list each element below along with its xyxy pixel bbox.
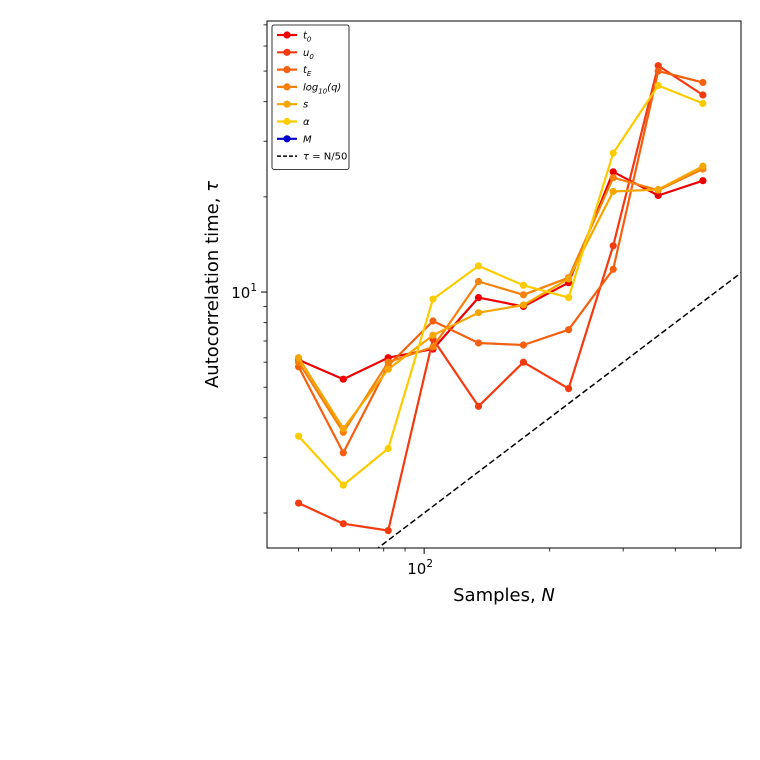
series-point bbox=[295, 432, 303, 440]
legend-label: M bbox=[303, 134, 312, 145]
legend-swatch-marker bbox=[283, 100, 291, 108]
series-point bbox=[384, 527, 392, 535]
axes-frame bbox=[266, 20, 742, 549]
series-point bbox=[565, 294, 573, 302]
series-point bbox=[609, 174, 617, 182]
legend-label: t0 bbox=[303, 31, 312, 44]
series-point bbox=[339, 375, 347, 383]
legend-label: α bbox=[303, 117, 310, 128]
series-point bbox=[609, 242, 617, 250]
legend-label: s bbox=[303, 100, 308, 111]
series-line-1 bbox=[298, 64, 704, 532]
series-point bbox=[654, 185, 662, 194]
series-point bbox=[474, 402, 483, 410]
series-line-2 bbox=[297, 69, 704, 454]
series-point bbox=[474, 339, 483, 347]
legend-label: u0 bbox=[303, 48, 314, 61]
legend-swatch-marker bbox=[283, 66, 291, 74]
series-point bbox=[519, 291, 528, 299]
series-point bbox=[384, 358, 392, 366]
series-point bbox=[699, 177, 707, 185]
series-point bbox=[609, 187, 617, 196]
series-point bbox=[654, 62, 662, 70]
series-point bbox=[565, 275, 573, 283]
series-point bbox=[339, 481, 347, 489]
series-point bbox=[384, 365, 392, 373]
reference-line-layer bbox=[376, 272, 741, 548]
series-point bbox=[474, 262, 483, 270]
series-point bbox=[519, 301, 528, 309]
series-line-5 bbox=[297, 84, 704, 487]
series-point bbox=[565, 385, 573, 393]
series-point bbox=[519, 341, 528, 349]
series-point bbox=[654, 191, 662, 200]
series-point bbox=[429, 317, 437, 325]
series-point bbox=[654, 81, 662, 90]
series-point bbox=[519, 358, 528, 366]
series-point bbox=[474, 294, 483, 302]
series-point bbox=[699, 162, 707, 170]
series-point bbox=[474, 309, 483, 317]
series-point bbox=[474, 277, 483, 286]
series-point bbox=[654, 67, 662, 75]
y-axis-label: Autocorrelation time, τ bbox=[202, 181, 223, 388]
legend-label: log10(q) bbox=[303, 82, 341, 95]
series-point bbox=[384, 444, 392, 453]
series-point bbox=[699, 78, 707, 87]
x-axis-label: Samples, N bbox=[453, 585, 555, 606]
y-tick-exp: 1 bbox=[250, 282, 257, 294]
series-line-3 bbox=[297, 168, 704, 434]
y-tick-label: 101 bbox=[231, 282, 257, 302]
series-point bbox=[295, 354, 303, 362]
x-tick-base: 10 bbox=[407, 560, 426, 578]
legend-swatch-marker bbox=[283, 48, 291, 56]
series-point bbox=[339, 520, 347, 528]
series-point bbox=[609, 265, 617, 273]
series-point bbox=[699, 99, 707, 107]
series-line-4 bbox=[297, 165, 704, 430]
legend-label-reference: τ = N/50 bbox=[303, 152, 347, 163]
series-point bbox=[429, 295, 437, 303]
x-tick-label: 102 bbox=[407, 558, 433, 578]
series-point bbox=[295, 499, 303, 507]
legend-swatch-marker bbox=[283, 31, 291, 39]
series-point bbox=[339, 424, 347, 433]
legend-swatch-marker bbox=[283, 135, 291, 143]
series-point bbox=[609, 168, 617, 176]
series-point bbox=[429, 343, 437, 351]
y-tick-base: 10 bbox=[231, 284, 250, 302]
series-layer bbox=[295, 62, 707, 535]
legend-label: tE bbox=[303, 65, 312, 78]
legend-swatch-marker bbox=[283, 117, 291, 126]
legend-swatch-marker bbox=[283, 83, 291, 91]
series-point bbox=[699, 91, 707, 99]
series-point bbox=[519, 281, 528, 289]
series-point bbox=[565, 326, 573, 334]
series-point bbox=[429, 331, 437, 339]
series-point bbox=[609, 149, 617, 157]
series-point bbox=[339, 449, 347, 457]
x-tick-exp: 2 bbox=[426, 558, 433, 570]
reference-line bbox=[376, 272, 741, 548]
legend-box bbox=[271, 24, 350, 170]
